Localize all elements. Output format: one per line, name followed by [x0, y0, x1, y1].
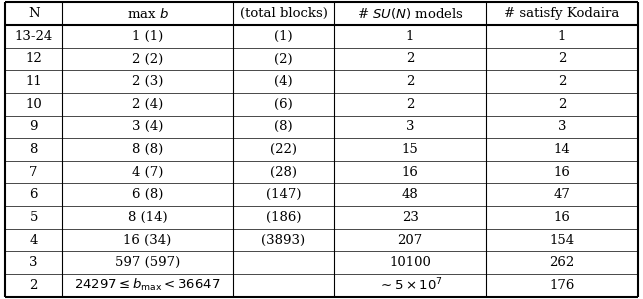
Text: 6 (8): 6 (8) [132, 188, 163, 201]
Text: 15: 15 [402, 143, 419, 156]
Text: (4): (4) [274, 75, 293, 88]
Text: 3 (4): 3 (4) [132, 120, 163, 133]
Text: 2: 2 [406, 52, 414, 65]
Text: 8 (14): 8 (14) [128, 211, 167, 224]
Text: 1 (1): 1 (1) [132, 30, 163, 43]
Text: 262: 262 [549, 256, 575, 269]
Text: 6: 6 [30, 188, 38, 201]
Text: 2: 2 [557, 98, 566, 111]
Text: 9: 9 [30, 120, 38, 133]
Text: max $b$: max $b$ [127, 7, 168, 21]
Text: 3: 3 [30, 256, 38, 269]
Text: (6): (6) [274, 98, 293, 111]
Text: 4: 4 [30, 234, 38, 247]
Text: 2 (3): 2 (3) [132, 75, 163, 88]
Text: 207: 207 [397, 234, 422, 247]
Text: (total blocks): (total blocks) [240, 7, 327, 20]
Text: N: N [28, 7, 39, 20]
Text: # satisfy Kodaira: # satisfy Kodaira [504, 7, 620, 20]
Text: $24297 \leq b_{\mathrm{max}} < 36647$: $24297 \leq b_{\mathrm{max}} < 36647$ [74, 277, 221, 293]
Text: 14: 14 [554, 143, 570, 156]
Text: (186): (186) [266, 211, 302, 224]
Text: 2 (2): 2 (2) [132, 52, 163, 65]
Text: 8: 8 [30, 143, 38, 156]
Text: 597 (597): 597 (597) [115, 256, 180, 269]
Text: 2: 2 [557, 52, 566, 65]
Text: (3893): (3893) [262, 234, 305, 247]
Text: 4 (7): 4 (7) [132, 166, 163, 179]
Text: (8): (8) [274, 120, 293, 133]
Text: 154: 154 [549, 234, 574, 247]
Text: 16: 16 [554, 211, 570, 224]
Text: 23: 23 [402, 211, 419, 224]
Text: 2: 2 [30, 279, 38, 292]
Text: 2: 2 [406, 75, 414, 88]
Text: 16 (34): 16 (34) [123, 234, 172, 247]
Text: 1: 1 [406, 30, 414, 43]
Text: $\sim 5 \times 10^7$: $\sim 5 \times 10^7$ [377, 277, 442, 294]
Text: 5: 5 [30, 211, 38, 224]
Text: # $SU(N)$ models: # $SU(N)$ models [356, 6, 464, 21]
Text: 3: 3 [557, 120, 566, 133]
Text: 16: 16 [402, 166, 419, 179]
Text: 10: 10 [25, 98, 42, 111]
Text: 2: 2 [557, 75, 566, 88]
Text: (28): (28) [270, 166, 297, 179]
Text: 7: 7 [30, 166, 38, 179]
Text: 11: 11 [25, 75, 42, 88]
Text: 176: 176 [549, 279, 575, 292]
Text: (1): (1) [274, 30, 293, 43]
Text: 1: 1 [557, 30, 566, 43]
Text: 13-24: 13-24 [15, 30, 53, 43]
Text: (147): (147) [266, 188, 302, 201]
Text: 47: 47 [554, 188, 570, 201]
Text: 10100: 10100 [389, 256, 431, 269]
Text: 8 (8): 8 (8) [132, 143, 163, 156]
Text: 16: 16 [554, 166, 570, 179]
Text: (2): (2) [274, 52, 293, 65]
Text: (22): (22) [270, 143, 297, 156]
Text: 3: 3 [406, 120, 414, 133]
Text: 48: 48 [402, 188, 419, 201]
Text: 2 (4): 2 (4) [132, 98, 163, 111]
Text: 12: 12 [25, 52, 42, 65]
Text: 2: 2 [406, 98, 414, 111]
